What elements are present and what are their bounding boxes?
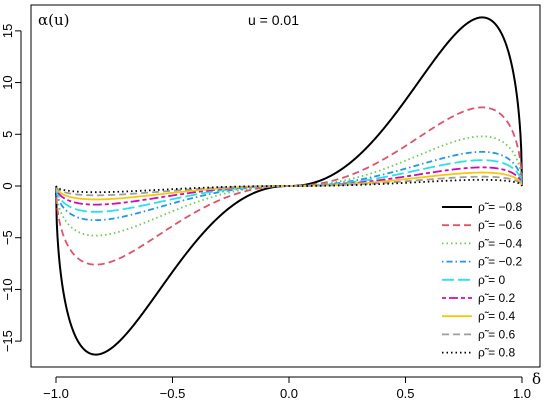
y-axis-label: α(u) (38, 11, 70, 29)
legend-label: ρ̃ = 0.4 (478, 309, 516, 323)
legend-label: ρ̃ = −0.8 (478, 200, 523, 214)
legend-label: ρ̃ = 0 (478, 273, 506, 287)
y-tick-label: 5 (0, 131, 15, 138)
x-axis-label: δ (532, 370, 541, 388)
y-tick-label: −15 (0, 330, 15, 352)
y-axis: −15 −10 −5 0 5 10 15 (0, 24, 22, 352)
legend-label: ρ̃ = 0.6 (478, 327, 516, 341)
legend: ρ̃ = −0.8 ρ̃ = −0.6 ρ̃ = −0.4 ρ̃ = −0.2 ρ̃ =… (442, 200, 523, 360)
y-tick-label: −10 (0, 278, 15, 300)
y-tick-label: 15 (0, 24, 15, 38)
x-tick-label: 0.5 (396, 386, 414, 401)
x-tick-label: 1.0 (513, 386, 531, 401)
legend-label: ρ̃ = 0.8 (478, 346, 516, 360)
y-tick-label: 10 (0, 75, 15, 89)
legend-label: ρ̃ = −0.6 (478, 218, 523, 232)
legend-label: ρ̃ = −0.2 (478, 255, 523, 269)
y-tick-label: −5 (0, 230, 15, 245)
series-line (55, 150, 523, 222)
x-tick-label: 0.0 (280, 386, 298, 401)
legend-label: ρ̃ = 0.2 (478, 291, 516, 305)
x-tick-label: −1.0 (43, 386, 69, 401)
x-tick-label: −0.5 (160, 386, 186, 401)
y-tick-label: 0 (0, 182, 15, 189)
series-layer (55, 16, 523, 356)
x-axis: −1.0 −0.5 0.0 0.5 1.0 (43, 376, 531, 401)
u-annotation: u = 0.01 (248, 12, 299, 28)
plot-frame (30, 4, 541, 368)
series-line (55, 178, 523, 194)
legend-label: ρ̃ = −0.4 (478, 236, 523, 250)
